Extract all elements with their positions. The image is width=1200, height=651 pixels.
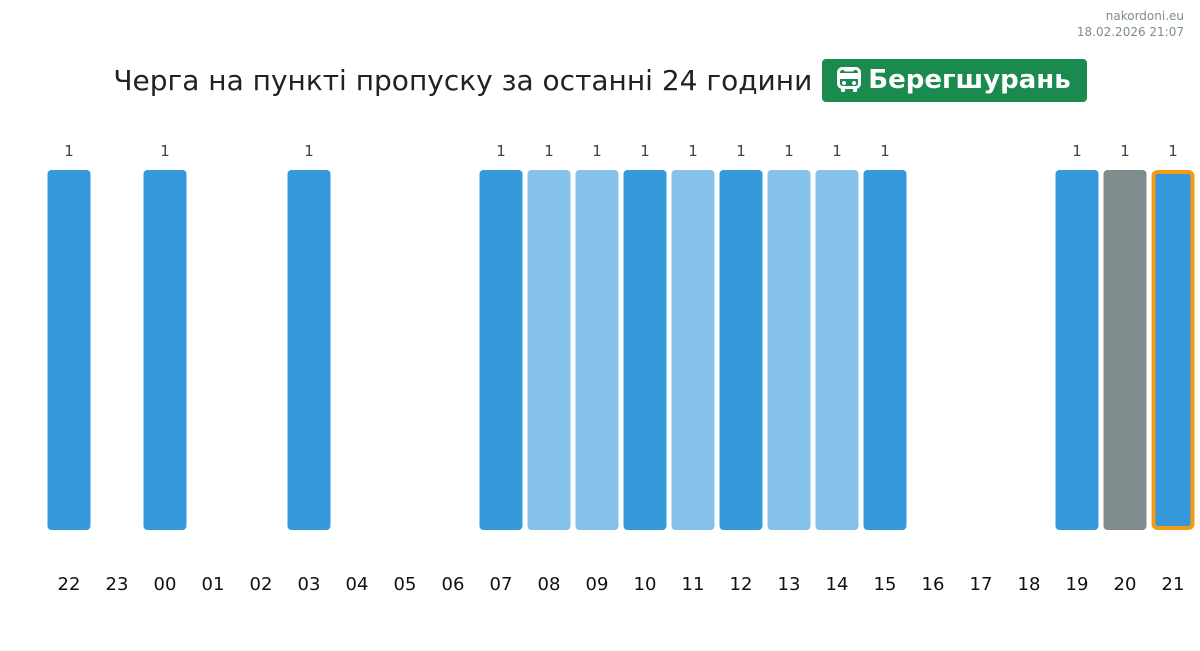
x-tick-label: 13 bbox=[778, 574, 801, 595]
x-tick-label: 09 bbox=[586, 574, 609, 595]
bar-value-label: 1 bbox=[880, 142, 890, 160]
x-tick-label: 18 bbox=[1018, 574, 1041, 595]
chart-header: Черга на пункті пропуску за останні 24 г… bbox=[0, 58, 1200, 102]
bar-value-label: 1 bbox=[736, 142, 746, 160]
bar-value-label: 1 bbox=[592, 142, 602, 160]
x-tick-label: 03 bbox=[298, 574, 321, 595]
bar-hour-10[interactable] bbox=[623, 170, 667, 530]
bar-hour-12[interactable] bbox=[719, 170, 763, 530]
crossing-name: Берегшурань bbox=[868, 65, 1071, 95]
crossing-badge: Берегшурань bbox=[822, 58, 1087, 102]
bar-hour-07[interactable] bbox=[479, 170, 523, 530]
bar-hour-20[interactable] bbox=[1103, 170, 1147, 530]
bar-value-label: 1 bbox=[1072, 142, 1082, 160]
x-tick-label: 23 bbox=[106, 574, 129, 595]
bar-hour-00[interactable] bbox=[143, 170, 187, 530]
x-tick-label: 20 bbox=[1114, 574, 1137, 595]
bar-hour-14[interactable] bbox=[815, 170, 859, 530]
x-tick-label: 05 bbox=[394, 574, 417, 595]
bar-hour-13[interactable] bbox=[767, 170, 811, 530]
x-tick-label: 07 bbox=[490, 574, 513, 595]
x-tick-label: 06 bbox=[442, 574, 465, 595]
bar-value-label: 1 bbox=[640, 142, 650, 160]
x-tick-label: 12 bbox=[730, 574, 753, 595]
x-tick-label: 15 bbox=[874, 574, 897, 595]
chart-title: Черга на пункті пропуску за останні 24 г… bbox=[113, 63, 813, 97]
x-tick-label: 01 bbox=[202, 574, 225, 595]
x-tick-label: 08 bbox=[538, 574, 561, 595]
site-name[interactable]: nakordoni.eu bbox=[1105, 9, 1184, 23]
x-tick-label: 11 bbox=[682, 574, 705, 595]
bar-value-label: 1 bbox=[832, 142, 842, 160]
bus-icon bbox=[837, 67, 862, 92]
x-tick-label: 04 bbox=[346, 574, 369, 595]
bar-hour-11[interactable] bbox=[671, 170, 715, 530]
x-tick-label: 21 bbox=[1162, 574, 1185, 595]
bar-hour-03[interactable] bbox=[287, 170, 331, 530]
x-tick-label: 17 bbox=[970, 574, 993, 595]
bar-value-label: 1 bbox=[64, 142, 74, 160]
x-tick-label: 22 bbox=[58, 574, 81, 595]
x-tick-label: 19 bbox=[1066, 574, 1089, 595]
bar-value-label: 1 bbox=[1168, 142, 1178, 160]
bar-value-label: 1 bbox=[160, 142, 170, 160]
x-tick-label: 00 bbox=[154, 574, 177, 595]
x-tick-label: 10 bbox=[634, 574, 657, 595]
x-tick-label: 16 bbox=[922, 574, 945, 595]
bar-value-label: 1 bbox=[1120, 142, 1130, 160]
x-tick-label: 14 bbox=[826, 574, 849, 595]
bar-value-label: 1 bbox=[688, 142, 698, 160]
x-tick-label: 02 bbox=[250, 574, 273, 595]
timestamp: 18.02.2026 21:07 bbox=[1076, 25, 1184, 39]
bar-hour-22[interactable] bbox=[47, 170, 91, 530]
bar-value-label: 1 bbox=[784, 142, 794, 160]
bar-value-label: 1 bbox=[544, 142, 554, 160]
bar-value-label: 1 bbox=[304, 142, 314, 160]
site-meta: nakordoni.eu 18.02.2026 21:07 bbox=[1077, 8, 1184, 40]
bar-value-label: 1 bbox=[496, 142, 506, 160]
bar-hour-19[interactable] bbox=[1055, 170, 1099, 530]
bar-hour-08[interactable] bbox=[527, 170, 571, 530]
bar-hour-09[interactable] bbox=[575, 170, 619, 530]
bar-hour-15[interactable] bbox=[863, 170, 907, 530]
bar-hour-21[interactable] bbox=[1151, 170, 1195, 530]
